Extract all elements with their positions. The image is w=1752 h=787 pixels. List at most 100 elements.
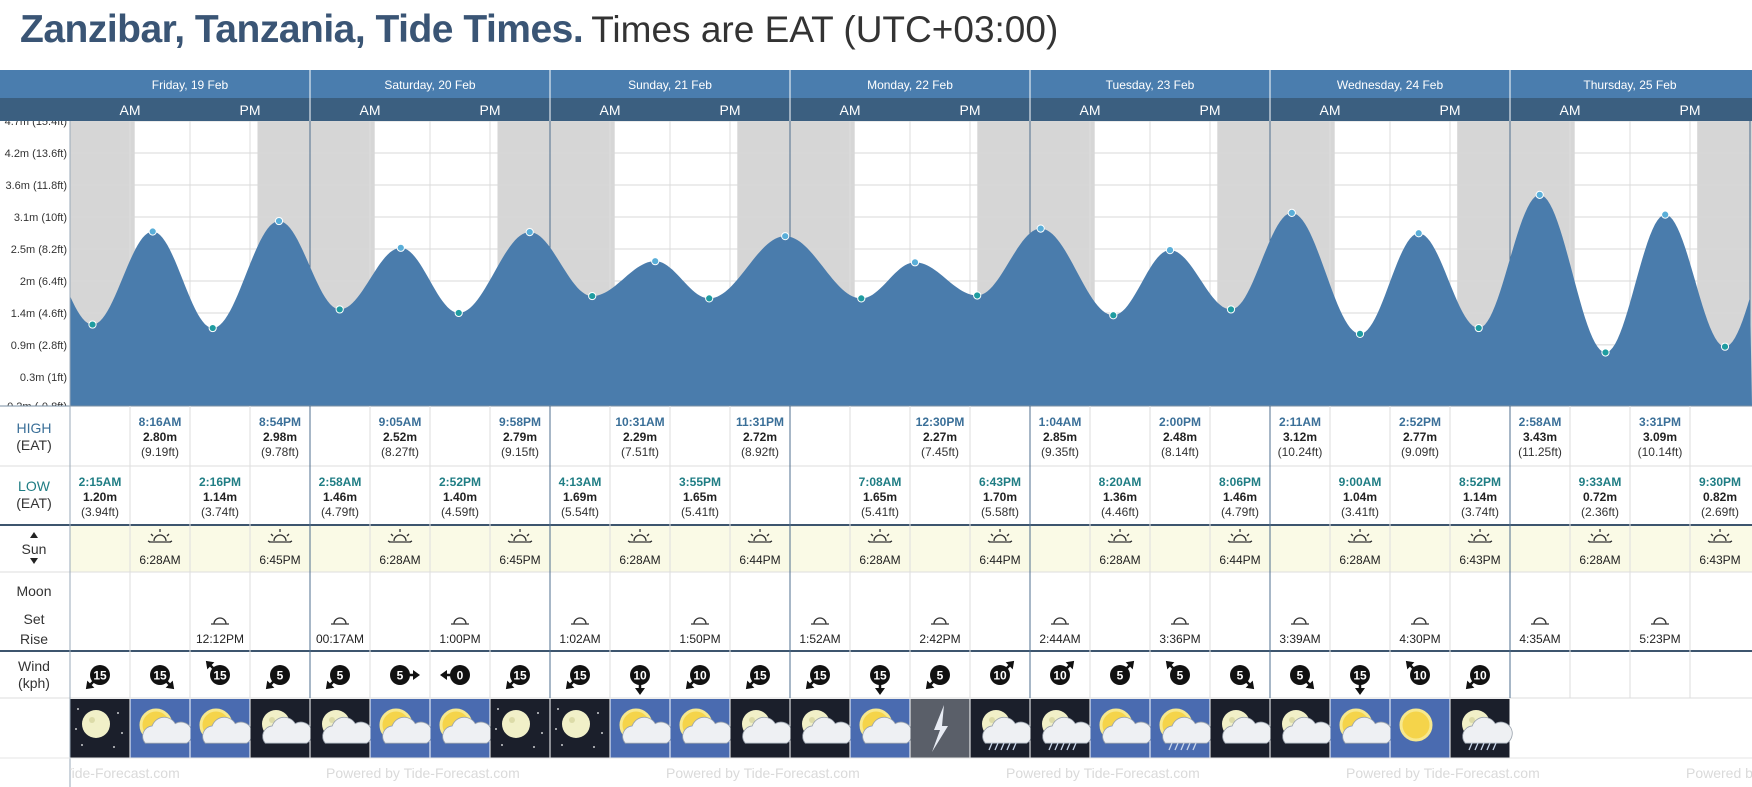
wind-direction-icon <box>505 665 530 690</box>
wind-direction-icon <box>990 660 1015 685</box>
partly-cloudy-day-icon <box>370 699 433 758</box>
sunrise-icon <box>387 529 413 543</box>
rain-night-icon <box>1450 699 1513 758</box>
high-tide-point <box>525 227 534 237</box>
low-tide-time: 2:58AM <box>319 475 362 489</box>
partly-cloudy-day-icon <box>130 699 193 758</box>
sun-time: 6:44PM <box>739 553 780 567</box>
moon-time: 1:00PM <box>439 632 480 646</box>
day-label: Sunday, 21 Feb <box>628 78 712 92</box>
high-tide-height: 2.98m <box>263 430 297 444</box>
low-tide-height: 1.65m <box>683 490 717 504</box>
low-tide-time: 2:52PM <box>439 475 481 489</box>
y-tick-label: 1.4m (4.6ft) <box>11 308 67 320</box>
wind-direction-icon <box>1110 660 1135 685</box>
high-tide-time: 9:58PM <box>499 415 541 429</box>
high-tide-point <box>1287 208 1296 217</box>
moon-time: 2:42PM <box>919 632 960 646</box>
low-tide-height-ft: (5.54ft) <box>561 505 599 519</box>
wind-direction-icon <box>150 665 175 690</box>
moonset-icon <box>331 617 349 625</box>
wind-speed: 10 <box>1053 669 1067 683</box>
sun-time: 6:28AM <box>1099 553 1140 567</box>
wind-direction-icon <box>805 665 830 690</box>
y-tick-label: 0.3m (1ft) <box>20 372 67 384</box>
low-tide-point <box>1474 323 1483 333</box>
moon-set-label: Set <box>23 611 44 627</box>
footer: Powered by Tide-Forecast.com Powered by T… <box>70 765 1752 781</box>
low-tide-time: 9:00AM <box>1339 475 1382 489</box>
sunset-icon <box>747 529 773 543</box>
wind-speed: 10 <box>993 669 1007 683</box>
thunderstorm-icon <box>910 699 970 758</box>
rain-day-icon <box>1150 699 1213 758</box>
ampm-label: AM <box>1560 102 1581 118</box>
wind-speed: 15 <box>93 669 107 683</box>
low-tide-height-ft: (5.58ft) <box>981 505 1019 519</box>
low-tide-time: 8:06PM <box>1219 475 1261 489</box>
tide-area <box>70 194 1752 406</box>
sun-down-arrow-icon <box>30 558 38 564</box>
partly-cloudy-night-icon <box>250 699 313 758</box>
wind-speed: 15 <box>573 669 587 683</box>
ampm-label: AM <box>120 102 141 118</box>
high-tide-time: 1:04AM <box>1039 415 1082 429</box>
low-tide-height-ft: (5.41ft) <box>681 505 719 519</box>
moon-time: 3:36PM <box>1159 632 1200 646</box>
wind-speed: 15 <box>813 669 827 683</box>
wind-direction-icon <box>1050 660 1075 685</box>
wind-direction-icon <box>1405 660 1430 685</box>
low-tide-height: 1.04m <box>1343 490 1377 504</box>
sunrise-icon <box>1347 529 1373 543</box>
moon-time: 2:44AM <box>1039 632 1080 646</box>
wind-direction-icon <box>1230 665 1255 690</box>
moon-time: 1:50PM <box>679 632 720 646</box>
high-tide-time: 10:31AM <box>615 415 664 429</box>
high-tide-height: 2.52m <box>383 430 417 444</box>
day-label: Friday, 19 Feb <box>152 78 229 92</box>
low-tide-height-ft: (3.94ft) <box>81 505 119 519</box>
wind-speed: 15 <box>213 669 227 683</box>
low-tide-height: 1.36m <box>1103 490 1137 504</box>
moonset-icon <box>1531 617 1549 625</box>
high-tide-height-ft: (8.14ft) <box>1161 445 1199 459</box>
wind-direction-icon <box>685 665 710 690</box>
high-tide-time: 2:00PM <box>1159 415 1201 429</box>
moon-time: 5:23PM <box>1639 632 1680 646</box>
ampm-label: PM <box>240 102 261 118</box>
ampm-label: PM <box>720 102 741 118</box>
wind-direction-icon <box>325 665 350 690</box>
low-tide-height: 0.72m <box>1583 490 1617 504</box>
low-tide-point <box>1109 311 1118 320</box>
low-tide-height: 1.14m <box>1463 490 1497 504</box>
low-tide-height: 1.70m <box>983 490 1017 504</box>
low-tide-height-ft: (4.59ft) <box>441 505 479 519</box>
wind-direction-icon <box>1350 665 1370 695</box>
moonset-icon <box>1291 617 1309 625</box>
y-tick-label: 4.7m (15.4ft) <box>5 116 67 128</box>
ampm-label: PM <box>960 102 981 118</box>
day-label: Tuesday, 23 Feb <box>1106 78 1195 92</box>
high-tide-time: 2:52PM <box>1399 415 1441 429</box>
day-label: Thursday, 25 Feb <box>1583 78 1676 92</box>
day-label: Monday, 22 Feb <box>867 78 953 92</box>
high-row-label: HIGH <box>17 420 52 436</box>
low-tide-time: 8:20AM <box>1099 475 1142 489</box>
sun-time: 6:44PM <box>1219 553 1260 567</box>
ampm-header-bar <box>0 98 1752 121</box>
low-tide-time: 4:13AM <box>559 475 602 489</box>
day-label: Saturday, 20 Feb <box>384 78 475 92</box>
wind-direction-icon <box>565 665 590 690</box>
high-tide-height-ft: (9.09ft) <box>1401 445 1439 459</box>
low-tide-point <box>705 294 714 303</box>
sunset-icon <box>267 529 293 543</box>
sun-row-bg <box>70 526 1752 572</box>
high-tide-point <box>1036 224 1045 233</box>
sunrise-icon <box>867 529 893 543</box>
high-tide-height-ft: (7.45ft) <box>921 445 959 459</box>
high-tide-height-ft: (9.35ft) <box>1041 445 1079 459</box>
partly-cloudy-day-icon <box>190 699 253 758</box>
partly-cloudy-day-icon <box>670 699 733 758</box>
wind-direction-icon <box>205 660 230 685</box>
